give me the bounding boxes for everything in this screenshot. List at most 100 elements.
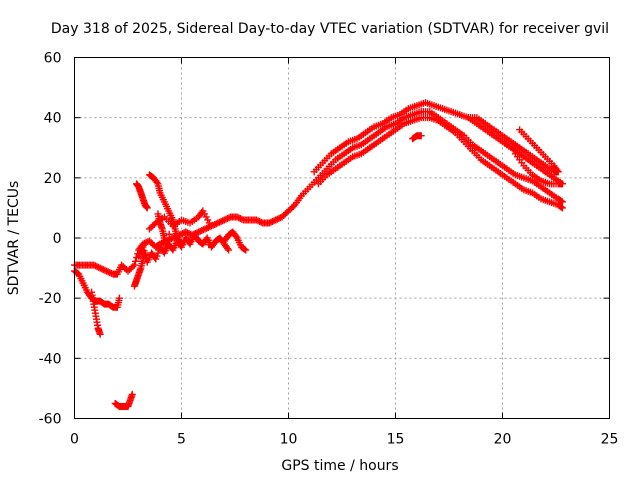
data-point-fill — [488, 154, 500, 165]
data-point-fill — [398, 106, 410, 117]
data-point-fill — [535, 157, 547, 168]
data-point-fill — [411, 108, 423, 118]
y-tick-label: 60 — [44, 51, 62, 67]
data-point-fill — [157, 191, 167, 204]
data-point-fill — [140, 196, 149, 207]
data-point — [103, 267, 111, 275]
data-point-fill — [381, 115, 393, 126]
data-point-fill — [88, 291, 97, 305]
data-point-fill — [505, 166, 517, 177]
data-point-fill — [142, 202, 151, 211]
data-point-fill — [140, 251, 149, 262]
data-point-fill — [91, 262, 103, 271]
data-point-fill — [169, 218, 179, 231]
data-point-fill — [518, 151, 530, 162]
data-point-fill — [136, 245, 146, 258]
data-point-fill — [372, 120, 385, 130]
axis-ticks: 0 5 10 15 20 25 -60 -40 -20 0 20 40 60 — [39, 51, 619, 448]
data-point-fill — [238, 244, 249, 253]
data-point-fill — [299, 185, 312, 198]
x-tick-label: 5 — [177, 432, 186, 448]
data-point-fill — [209, 220, 220, 229]
data-point-fill — [308, 176, 320, 189]
data-point-fill — [555, 202, 565, 211]
data-point-fill — [368, 139, 380, 150]
grid — [74, 57, 610, 419]
data-point-fill — [80, 281, 90, 294]
data-point-fill — [411, 114, 423, 124]
data-point-fill — [513, 172, 526, 181]
data-point — [96, 264, 104, 272]
data-point-fill — [402, 111, 414, 121]
series-bump-7-8h — [220, 228, 250, 254]
data-point-fill — [342, 154, 355, 165]
data-point-fill — [338, 139, 350, 150]
data-point-fill — [154, 212, 164, 225]
data-point-fill — [161, 200, 172, 213]
data-point-fill — [267, 217, 278, 226]
data-point-fill — [325, 158, 337, 171]
data-point — [214, 219, 222, 227]
data-point — [265, 219, 273, 227]
data-point-fill — [484, 127, 496, 138]
series-late-arc — [516, 126, 562, 176]
data-point-fill — [415, 99, 427, 109]
data-point-fill — [104, 268, 115, 277]
data-point-fill — [146, 172, 157, 181]
data-point — [178, 240, 185, 248]
data-point-fill — [531, 190, 543, 201]
data-point-fill — [402, 117, 414, 127]
data-point-fill — [172, 227, 181, 240]
data-point — [139, 243, 147, 251]
data-point-fill — [518, 128, 530, 140]
series-track-lower — [314, 114, 566, 212]
data-point-fill — [334, 160, 346, 171]
data-point-fill — [161, 236, 170, 249]
data-point-fill — [312, 161, 325, 174]
data-point-fill — [342, 145, 355, 156]
data-point-fill — [114, 296, 123, 309]
series-spike-4h — [154, 210, 171, 251]
data-point-fill — [428, 114, 440, 124]
data-point-fill — [163, 215, 175, 228]
series-spike-3h — [133, 180, 151, 212]
data-point-fill — [513, 153, 526, 167]
y-tick-label: -60 — [39, 412, 62, 428]
data-point-fill — [157, 220, 166, 231]
data-point — [417, 132, 425, 140]
data-point-fill — [76, 272, 86, 285]
data-point — [558, 204, 566, 212]
data-point-fill — [209, 239, 219, 250]
series-track-upper — [310, 99, 566, 188]
data-point — [225, 246, 233, 254]
data-point-fill — [535, 146, 547, 159]
data-point-fill — [539, 184, 551, 195]
data-point-fill — [522, 175, 534, 184]
data-point-fill — [131, 250, 142, 265]
data-point-fill — [539, 178, 551, 187]
data-point — [554, 168, 562, 176]
data-point-fill — [183, 229, 195, 238]
y-tick-label: 0 — [53, 231, 62, 247]
data-point-fill — [347, 135, 359, 145]
x-tick-label: 15 — [387, 432, 405, 448]
data-point-fill — [165, 230, 213, 249]
data-point-fill — [137, 190, 146, 201]
data-point-fill — [119, 263, 130, 274]
data-point-fill — [445, 124, 457, 135]
data-point-fill — [364, 124, 376, 135]
data-point-fill — [97, 298, 107, 307]
data-point-fill — [479, 157, 492, 168]
data-point — [205, 219, 213, 227]
data-point — [201, 225, 209, 233]
data-point-fill — [147, 239, 158, 250]
data-point-fill — [548, 199, 560, 208]
data-point-fill — [234, 236, 244, 249]
data-point-fill — [496, 160, 509, 171]
series-late-branch — [464, 114, 562, 176]
data-point-fill — [170, 239, 180, 252]
data-point-fill — [518, 145, 530, 156]
data-point-fill — [471, 142, 483, 153]
data-point-fill — [475, 115, 487, 126]
data-point-fill — [125, 398, 134, 409]
